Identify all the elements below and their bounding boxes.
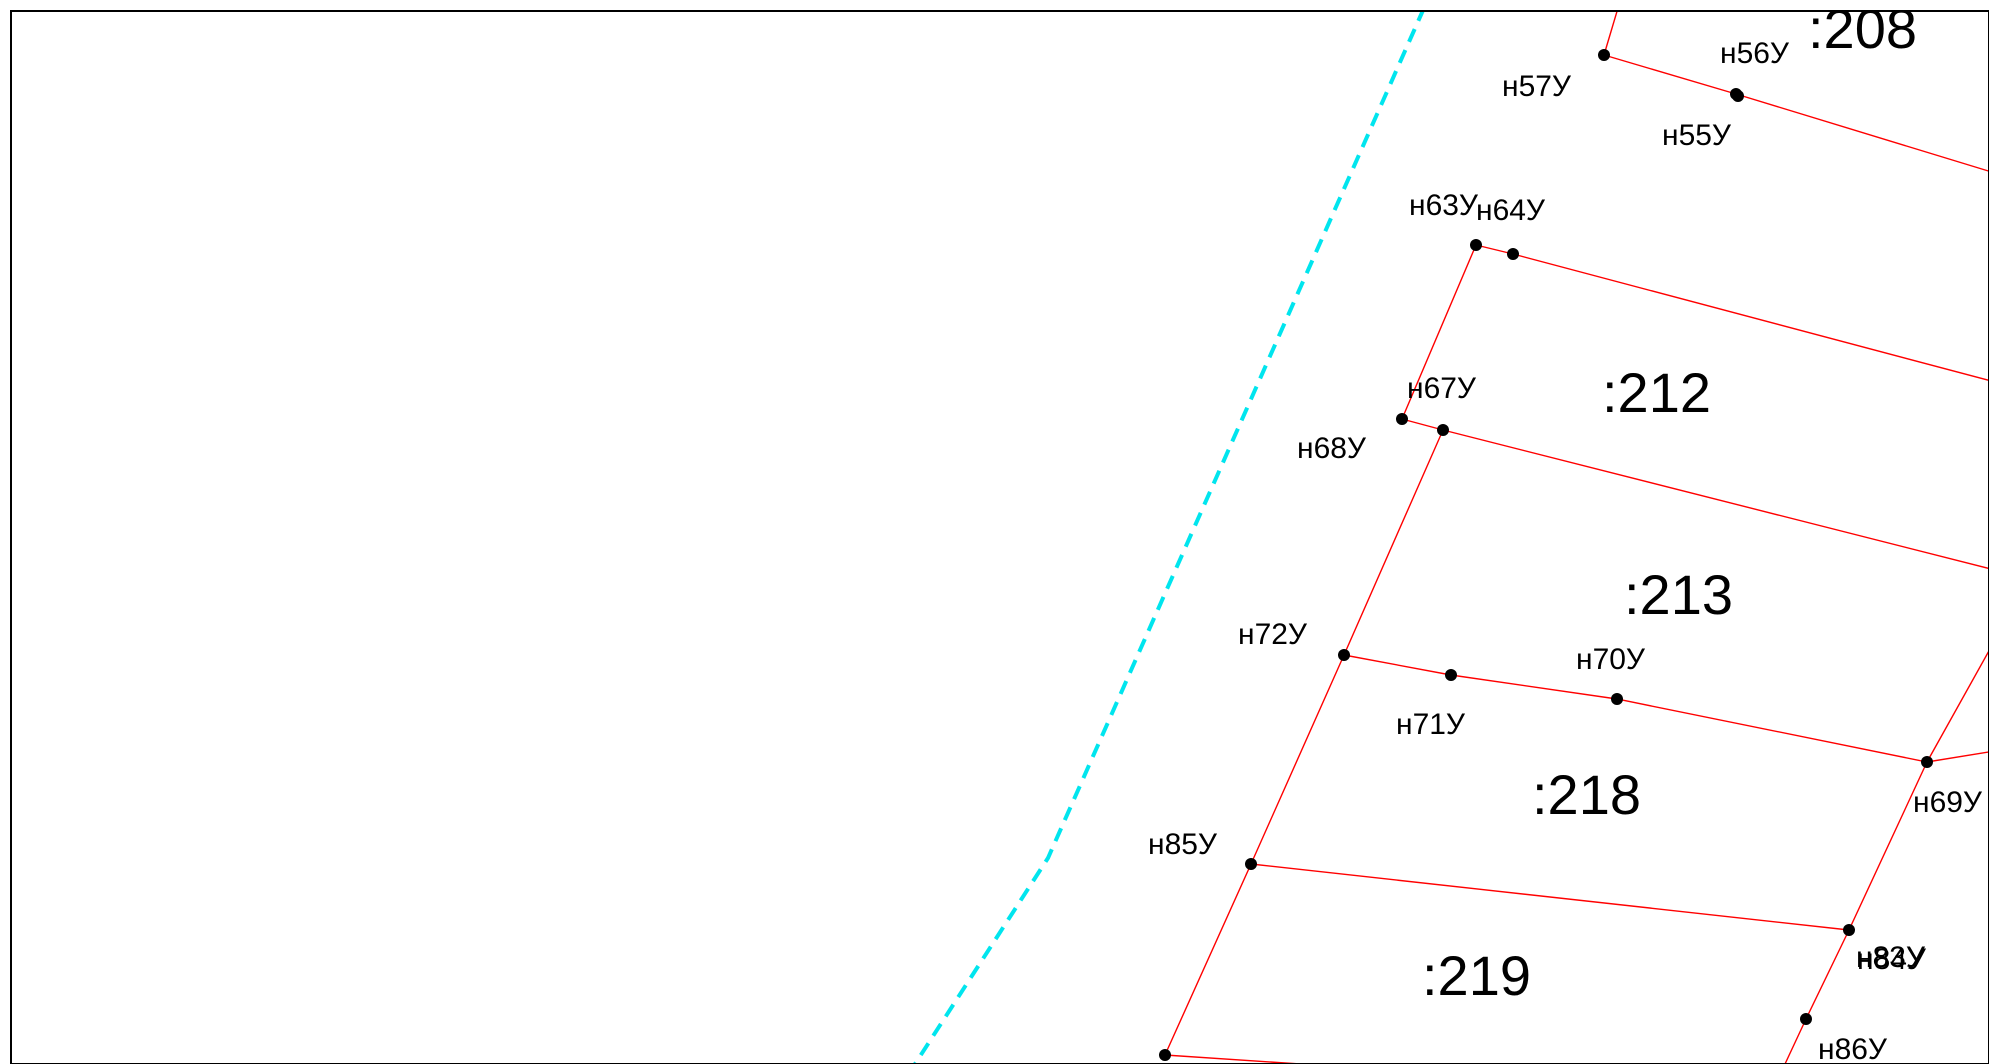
point-label-n68: н68У (1297, 432, 1367, 465)
vertex-marker (1245, 858, 1257, 870)
point-label-n63: н63У (1409, 189, 1479, 222)
point-label-n71: н71У (1396, 708, 1466, 741)
parcel-label-212: :212 (1602, 361, 1711, 424)
boundary-line (1475, 244, 1989, 382)
vertex-marker (1396, 413, 1408, 425)
point-label-n85: н85У (1148, 828, 1218, 861)
point-label-n83: н83У (1856, 941, 1926, 974)
parcel-label-208: :208 (1808, 0, 1917, 60)
vertex-marker (1800, 1013, 1812, 1025)
vertex-marker (1921, 756, 1933, 768)
zone-boundary-line (913, 11, 1425, 1064)
boundary-line (1164, 1054, 1301, 1064)
vertex-marker (1611, 693, 1623, 705)
point-label-n84: н84У (1857, 943, 1927, 976)
boundary-line (1401, 244, 1477, 420)
boundary-line (1784, 649, 1989, 1064)
vertex-marker (1437, 424, 1449, 436)
map-frame (10, 10, 1989, 1064)
point-label-n57: н57У (1502, 70, 1572, 103)
vertex-marker (1843, 924, 1855, 936)
boundary-line (1164, 429, 1444, 1056)
boundary-line (1250, 863, 1850, 931)
vertex-marker (1598, 49, 1610, 61)
vertex-marker (1732, 90, 1744, 102)
parcel-label-219: :219 (1422, 944, 1531, 1007)
point-label-n86: н86У (1818, 1033, 1888, 1064)
point-label-n64: н64У (1476, 194, 1546, 227)
vertex-marker (1159, 1049, 1171, 1061)
vertex-marker (1507, 248, 1519, 260)
boundary-line (1603, 11, 1618, 56)
point-label-n67: н67У (1407, 372, 1477, 405)
vertex-marker (1445, 669, 1457, 681)
boundary-line (1603, 54, 1989, 172)
point-label-n72: н72У (1238, 618, 1308, 651)
boundary-line (1401, 418, 1989, 570)
parcel-label-213: :213 (1624, 563, 1733, 626)
vertex-marker (1338, 649, 1350, 661)
point-label-n56: н56У (1720, 37, 1790, 70)
point-label-n55: н55У (1662, 119, 1732, 152)
point-label-n69: н69У (1913, 786, 1983, 819)
parcel-label-218: :218 (1532, 763, 1641, 826)
point-label-n70: н70У (1576, 643, 1646, 676)
vertex-marker (1470, 239, 1482, 251)
